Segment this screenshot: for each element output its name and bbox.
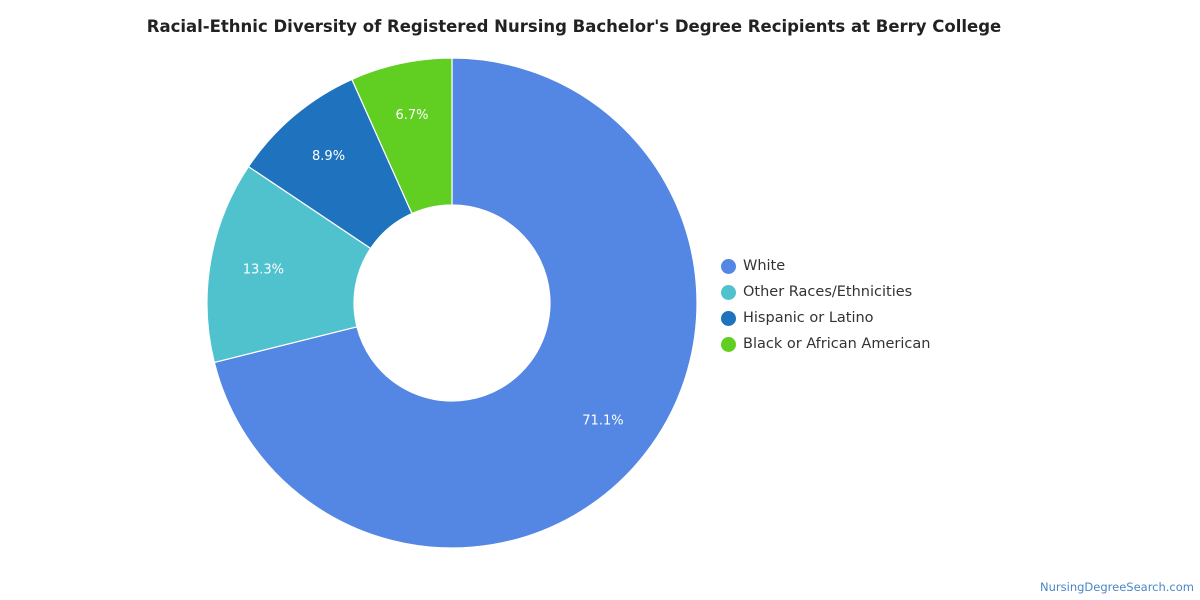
legend: White Other Races/Ethnicities Hispanic o… bbox=[721, 253, 930, 357]
slice-white[interactable] bbox=[213, 57, 698, 549]
legend-label-white: White bbox=[743, 258, 786, 274]
slice-black-african-american[interactable] bbox=[351, 57, 453, 215]
legend-label-black-african-american: Black or African American bbox=[743, 336, 931, 352]
data-label-other-races: 13.3% bbox=[243, 263, 284, 278]
legend-item-black-african-american[interactable]: Black or African American bbox=[721, 331, 930, 357]
legend-marker-white bbox=[721, 258, 736, 274]
legend-marker-black-african-american bbox=[721, 336, 736, 352]
legend-item-other-races[interactable]: Other Races/Ethnicities bbox=[721, 279, 930, 305]
legend-item-white[interactable]: White bbox=[721, 253, 930, 279]
source-credit[interactable]: NursingDegreeSearch.com bbox=[1040, 580, 1194, 594]
legend-item-hispanic-latino[interactable]: Hispanic or Latino bbox=[721, 305, 930, 331]
slice-other-races[interactable] bbox=[206, 165, 372, 364]
data-label-hispanic-latino: 8.9% bbox=[312, 149, 345, 164]
legend-marker-other-races bbox=[721, 284, 736, 300]
legend-label-other-races: Other Races/Ethnicities bbox=[743, 284, 913, 300]
data-label-black-african-american: 6.7% bbox=[395, 108, 428, 123]
legend-marker-hispanic-latino bbox=[721, 310, 736, 326]
data-label-white: 71.1% bbox=[582, 413, 623, 428]
legend-label-hispanic-latino: Hispanic or Latino bbox=[743, 310, 874, 326]
chart-title: Racial-Ethnic Diversity of Registered Nu… bbox=[146, 17, 1002, 36]
